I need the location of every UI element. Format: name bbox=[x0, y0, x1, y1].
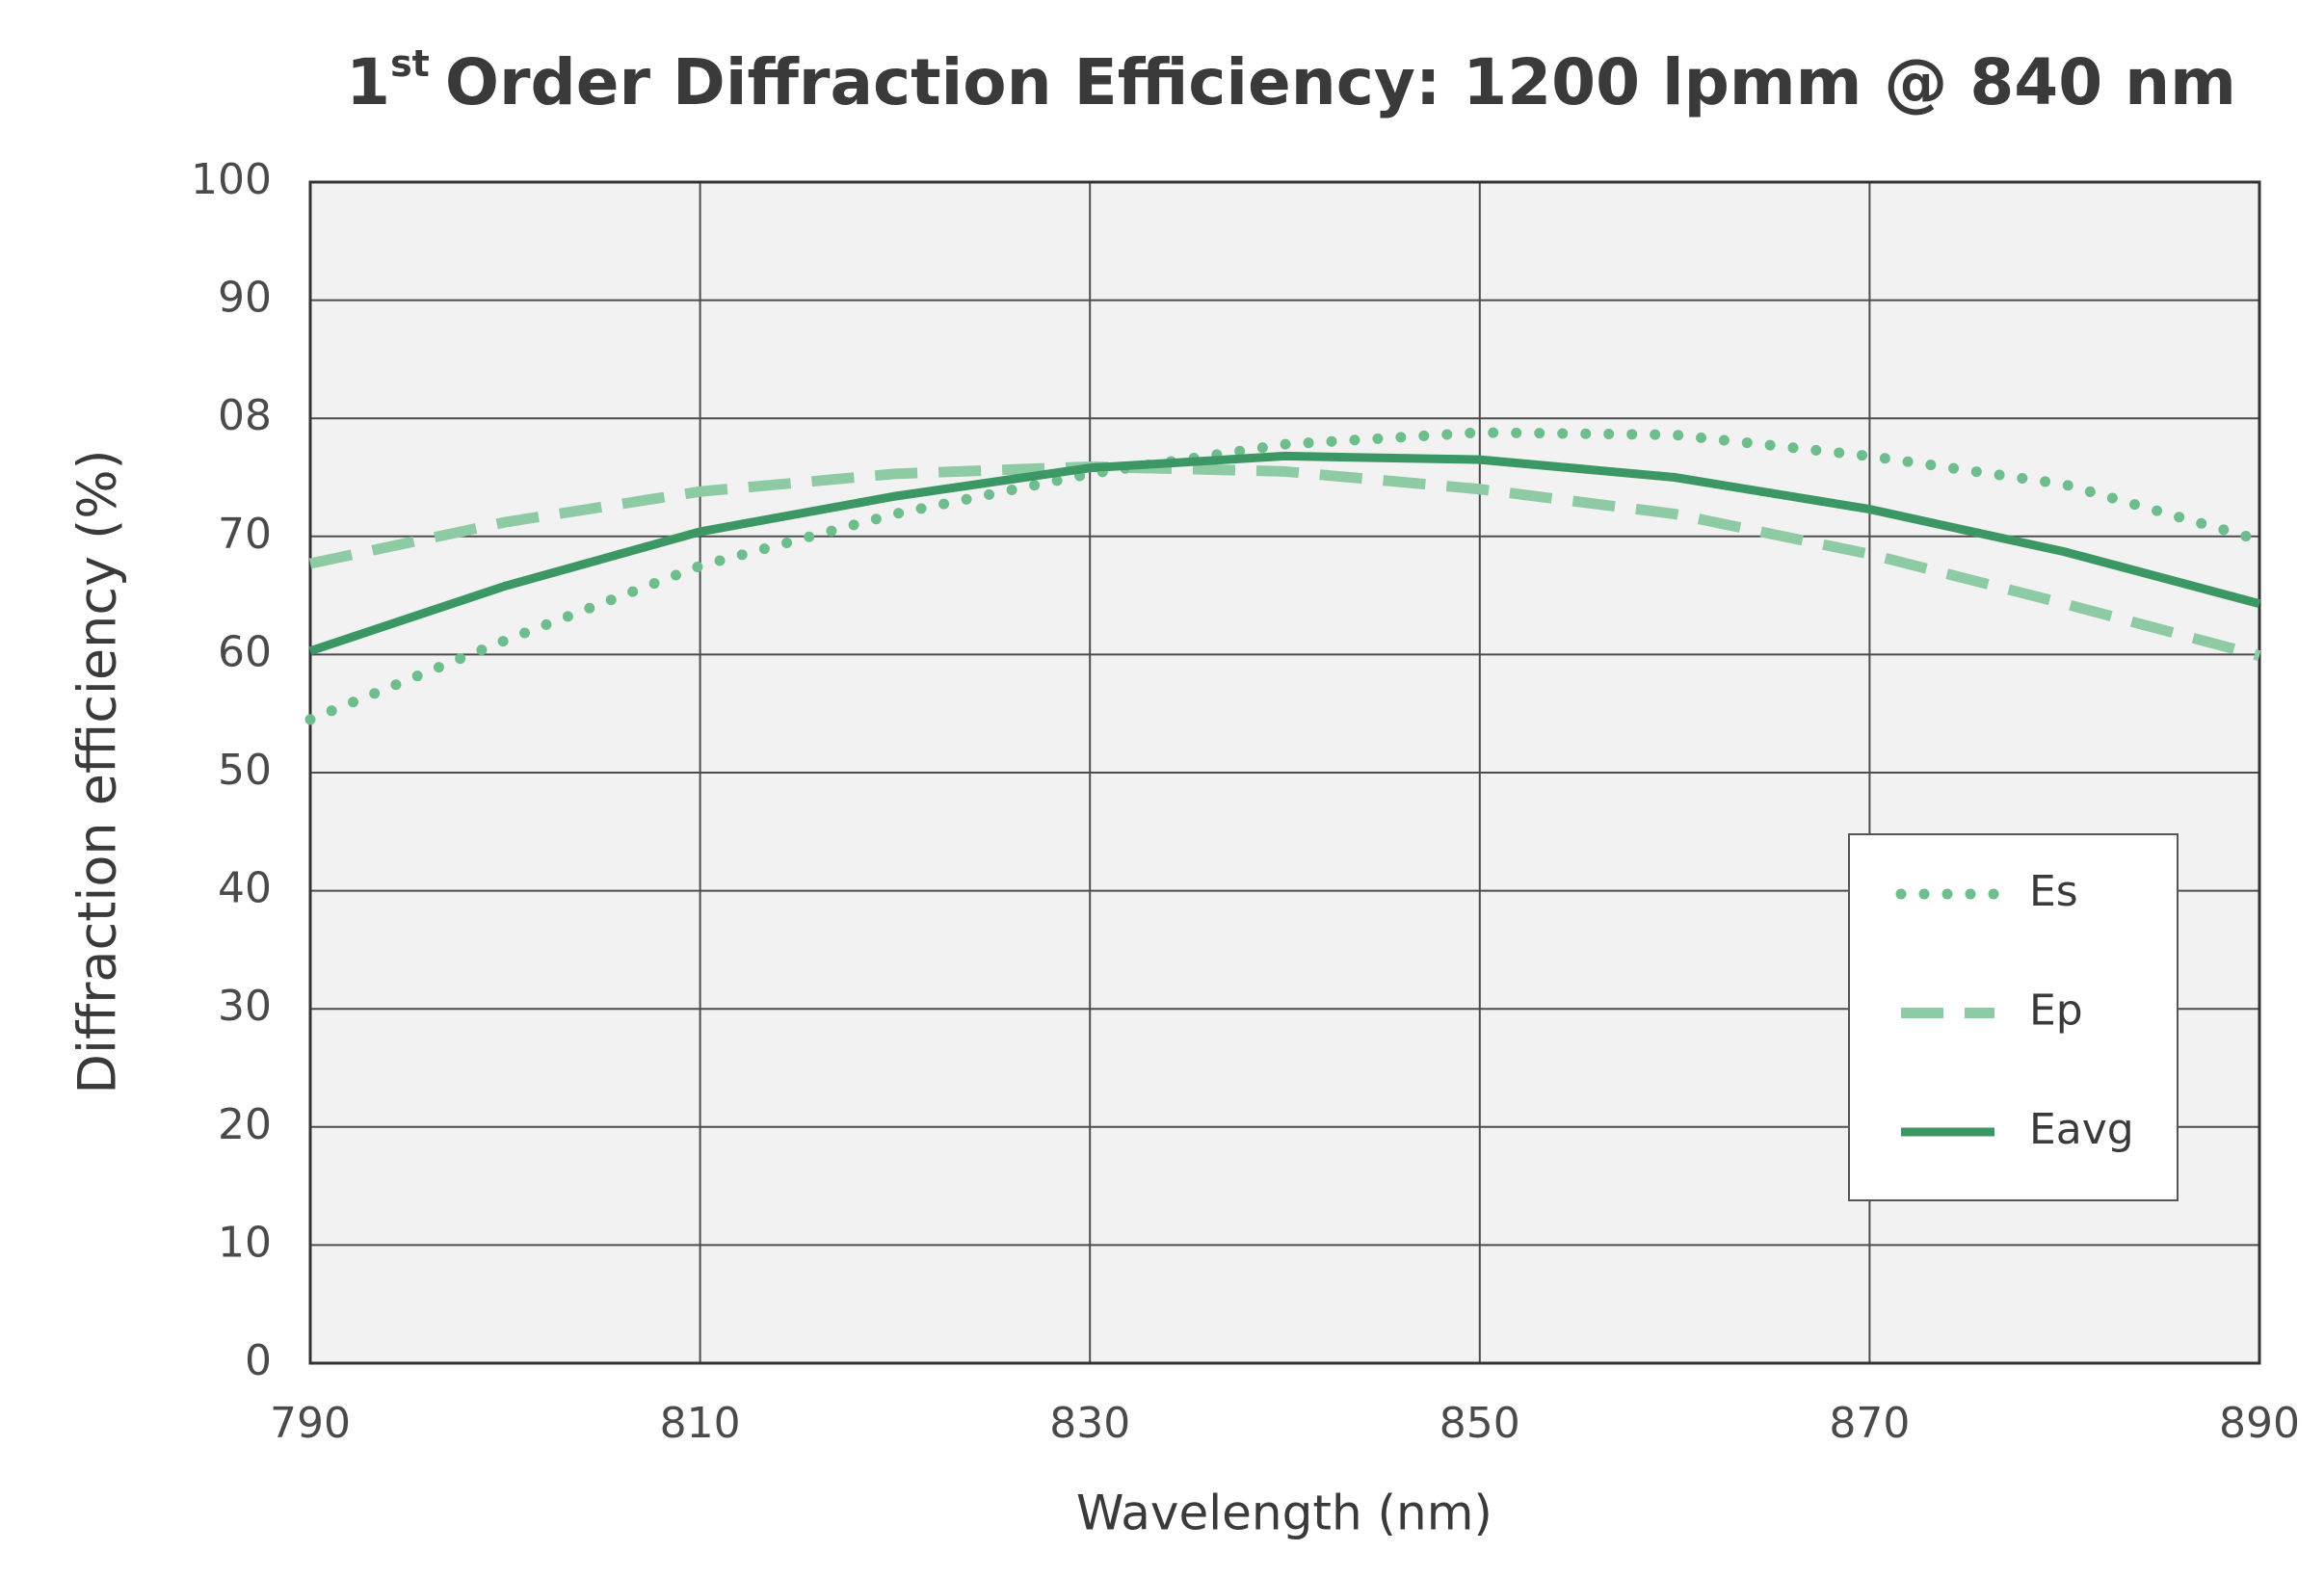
y-tick-label: 90 bbox=[218, 274, 272, 323]
series-line bbox=[308, 460, 2261, 661]
chart-title: 1st Order Diffraction Efficiency: 1200 lp… bbox=[346, 42, 2236, 120]
title-superscript: st bbox=[390, 42, 430, 85]
x-tick-label: 830 bbox=[1049, 1399, 1130, 1448]
legend-label: Eavg bbox=[2029, 1105, 2134, 1154]
legend-label: Es bbox=[2029, 867, 2078, 916]
x-tick-label: 870 bbox=[1829, 1399, 1910, 1448]
y-tick-label: 10 bbox=[218, 1218, 272, 1267]
y-tick-label: 60 bbox=[218, 627, 272, 676]
legend-label: Ep bbox=[2029, 986, 2083, 1036]
y-tick-label: 70 bbox=[218, 510, 272, 559]
y-tick-label: 08 bbox=[218, 391, 272, 440]
y-tick-label: 0 bbox=[245, 1336, 272, 1385]
x-tick-label: 850 bbox=[1439, 1399, 1520, 1448]
x-tick-label: 810 bbox=[660, 1399, 741, 1448]
y-tick-label: 20 bbox=[218, 1100, 272, 1149]
series-line bbox=[308, 451, 2261, 655]
series-line bbox=[304, 427, 2265, 725]
x-tick-label: 790 bbox=[270, 1399, 351, 1448]
x-axis-label: Wavelength (nm) bbox=[1076, 1486, 1492, 1541]
y-tick-label: 100 bbox=[191, 155, 272, 204]
y-axis-label: Diffraction efficiency (%) bbox=[67, 449, 128, 1093]
title-text: Order Diffraction Efficiency: 1200 lpmm … bbox=[445, 45, 2236, 119]
x-tick-label: 890 bbox=[2219, 1399, 2300, 1448]
legend: Es Ep Eavg bbox=[1848, 833, 2179, 1201]
y-tick-label: 30 bbox=[218, 982, 272, 1031]
y-tick-label: 40 bbox=[218, 864, 272, 913]
y-tick-label: 50 bbox=[218, 746, 272, 795]
title-number: 1 bbox=[346, 45, 390, 119]
plot-frame bbox=[308, 180, 2261, 1365]
